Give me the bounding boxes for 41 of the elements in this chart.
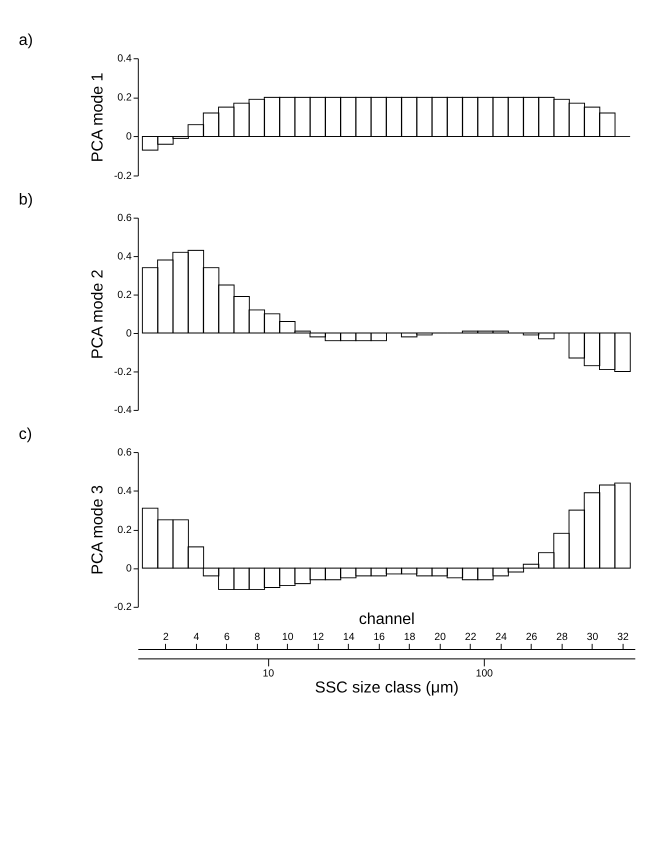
y-tick-label: 0.4 bbox=[117, 486, 132, 498]
x-tick-label: 24 bbox=[495, 632, 508, 644]
y-tick-label: 0.2 bbox=[117, 290, 132, 301]
x-tick-label: 28 bbox=[556, 632, 568, 644]
y-tick-label: 0.2 bbox=[117, 524, 132, 536]
y-tick-label: 0.2 bbox=[117, 92, 132, 104]
x-tick-label: 4 bbox=[193, 632, 200, 644]
y-tick-label: -0.2 bbox=[114, 366, 132, 378]
x-tick-label: 10 bbox=[282, 632, 294, 644]
x-tick-label: 16 bbox=[373, 632, 386, 644]
x2-axis-title: SSC size class (μm) bbox=[314, 680, 459, 697]
y-tick-label: -0.2 bbox=[114, 170, 132, 182]
x-tick-label: 14 bbox=[342, 632, 355, 644]
x2-tick-label: 100 bbox=[476, 668, 494, 680]
x-axis-title: channel bbox=[358, 611, 415, 628]
y-tick-label: 0.6 bbox=[117, 447, 132, 458]
y-tick-label: 0.6 bbox=[117, 212, 132, 224]
y-tick-label: 0 bbox=[126, 328, 132, 340]
x-tick-label: 6 bbox=[224, 632, 230, 644]
x-tick-label: 20 bbox=[434, 632, 446, 644]
y-tick-label: 0 bbox=[126, 563, 132, 574]
y-tick-label: 0.4 bbox=[117, 54, 132, 65]
x-tick-label: 30 bbox=[586, 632, 598, 644]
y-axis-title: PCA mode 3 bbox=[90, 485, 107, 575]
x-tick-label: 2 bbox=[162, 632, 169, 644]
x-tick-label: 12 bbox=[312, 632, 324, 644]
x-tick-label: 26 bbox=[526, 632, 538, 644]
y-tick-label: 0 bbox=[126, 132, 132, 143]
y-axis-title: PCA mode 2 bbox=[90, 269, 107, 360]
y-axis-title: PCA mode 1 bbox=[90, 72, 107, 162]
x-tick-label: 8 bbox=[254, 632, 260, 644]
chart-title: a) bbox=[18, 32, 33, 50]
x2-tick-label: 10 bbox=[262, 668, 274, 680]
x-tick-label: 22 bbox=[464, 632, 477, 644]
y-tick-label: -0.4 bbox=[114, 405, 132, 416]
y-tick-label: 0.4 bbox=[117, 251, 132, 262]
x-tick-label: 32 bbox=[617, 632, 629, 644]
x-tick-label: 18 bbox=[404, 632, 416, 644]
chart-title: c) bbox=[18, 426, 32, 443]
y-tick-label: -0.2 bbox=[114, 602, 132, 614]
chart-title: b) bbox=[18, 192, 33, 209]
